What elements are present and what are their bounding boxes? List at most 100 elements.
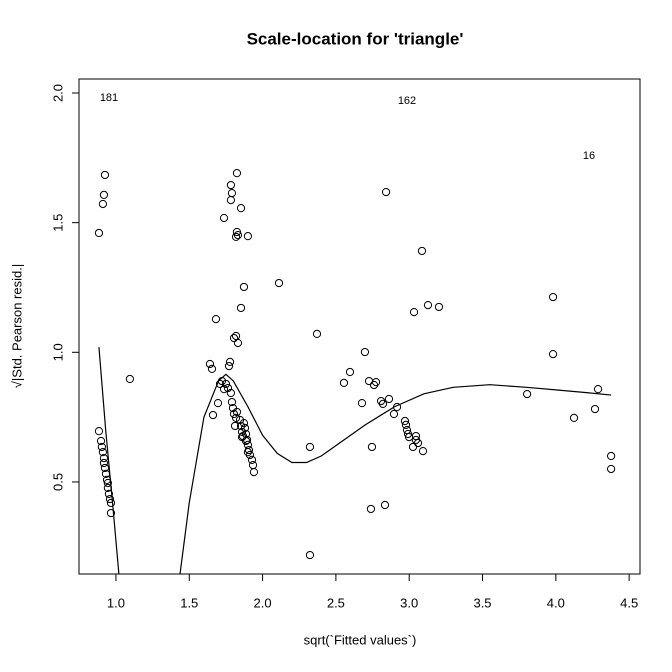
- point: [213, 399, 223, 408]
- chart-title: Scale-location for 'triangle': [247, 29, 464, 48]
- point: [367, 442, 377, 452]
- point: [522, 389, 532, 399]
- smooth-line: [98, 347, 612, 574]
- point: [227, 397, 237, 407]
- point: [607, 451, 616, 461]
- point: [227, 188, 237, 198]
- point: [378, 399, 388, 409]
- point: [247, 455, 257, 465]
- point-annotation: 16: [583, 150, 595, 162]
- point: [106, 508, 116, 518]
- point: [274, 278, 284, 288]
- point: [98, 448, 108, 457]
- point: [548, 350, 558, 359]
- x-tick-label: 3.0: [400, 595, 418, 610]
- point: [232, 169, 242, 178]
- point: [233, 338, 243, 348]
- point: [360, 347, 370, 357]
- point: [232, 407, 242, 417]
- point: [236, 303, 246, 313]
- point: [243, 232, 253, 241]
- point: [384, 394, 394, 404]
- x-tick-label: 1.0: [107, 595, 125, 610]
- point: [418, 446, 428, 456]
- point: [94, 427, 104, 436]
- point: [434, 302, 444, 312]
- point: [106, 498, 116, 508]
- point: [94, 228, 104, 238]
- point: [381, 187, 391, 197]
- point: [99, 458, 109, 468]
- point: [305, 550, 315, 560]
- point: [211, 315, 221, 324]
- point: [241, 436, 251, 446]
- point: [229, 333, 239, 343]
- point: [221, 379, 231, 389]
- y-axis-label: √|Std. Pearson resid.|: [9, 264, 24, 388]
- point: [226, 195, 236, 205]
- point: [97, 442, 106, 452]
- point: [236, 421, 246, 431]
- point: [231, 413, 241, 423]
- point: [389, 409, 399, 419]
- x-tick-label: 4.5: [620, 595, 638, 610]
- point: [219, 213, 229, 223]
- point: [239, 418, 249, 428]
- point: [366, 504, 376, 514]
- y-tick-label: 1.0: [50, 343, 65, 361]
- plot-area: [94, 169, 616, 574]
- point: [99, 453, 109, 463]
- point: [305, 442, 315, 452]
- point: [104, 489, 114, 498]
- point: [409, 308, 419, 317]
- point: [231, 232, 241, 242]
- point: [105, 494, 115, 504]
- point: [371, 378, 381, 387]
- point: [224, 361, 234, 371]
- point: [225, 357, 235, 366]
- point: [569, 413, 579, 423]
- point: [590, 404, 600, 414]
- point: [230, 421, 240, 431]
- point: [239, 282, 249, 292]
- point: [100, 170, 110, 180]
- point: [236, 204, 246, 213]
- point: [125, 374, 134, 384]
- point: [400, 416, 410, 426]
- x-tick-label: 1.5: [180, 595, 198, 610]
- point: [248, 460, 258, 470]
- point: [249, 467, 259, 477]
- point: [607, 464, 616, 474]
- x-tick-label: 3.5: [473, 595, 491, 610]
- point: [208, 410, 218, 420]
- point: [100, 463, 110, 473]
- point: [242, 435, 252, 445]
- point: [593, 385, 603, 394]
- y-tick-label: 0.5: [50, 473, 65, 491]
- point-annotation: 162: [398, 95, 416, 107]
- point: [423, 301, 433, 310]
- point-annotation: 181: [100, 92, 118, 104]
- point: [240, 423, 250, 433]
- point: [226, 180, 236, 190]
- x-tick-label: 4.0: [547, 595, 565, 610]
- point: [219, 385, 229, 394]
- point: [98, 199, 108, 209]
- point: [231, 331, 241, 341]
- x-axis-label: sqrt(`Fitted values`): [304, 632, 417, 647]
- point: [205, 359, 215, 369]
- y-tick-label: 2.0: [50, 84, 65, 102]
- point: [233, 230, 243, 240]
- point: [413, 438, 423, 448]
- point: [99, 190, 109, 200]
- point: [312, 329, 322, 338]
- point: [345, 367, 355, 377]
- x-tick-label: 2.5: [327, 595, 345, 610]
- plot-frame: [78, 78, 641, 575]
- x-tick-label: 2.0: [254, 595, 272, 610]
- point: [339, 378, 349, 387]
- point: [417, 246, 427, 256]
- point: [243, 448, 253, 457]
- point: [548, 292, 558, 302]
